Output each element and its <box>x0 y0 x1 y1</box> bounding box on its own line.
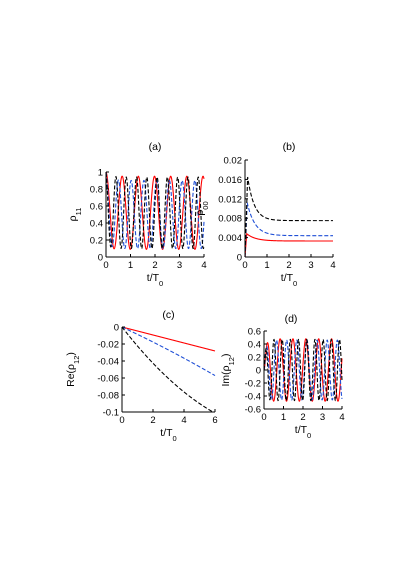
x-tick-label-c-3: 6 <box>212 415 217 426</box>
y-tick-label-a-0: 0 <box>98 253 103 264</box>
x-tick-label-c-0: 0 <box>119 415 124 426</box>
x-tick-label-a-3: 3 <box>177 260 182 271</box>
series-d-2 <box>263 338 343 402</box>
x-tick-label-d-4: 4 <box>339 412 344 423</box>
series-a-1 <box>105 172 205 250</box>
series-c-1 <box>121 326 216 377</box>
x-tick-label-c-2: 4 <box>181 415 186 426</box>
x-axis-label-c: t/T0 <box>160 427 176 443</box>
series-b-0 <box>244 232 333 258</box>
x-axis-label-a: t/T0 <box>147 272 163 288</box>
y-tick-label-d-2: -0.2 <box>245 379 261 390</box>
y-tick-label-b-0: 0 <box>237 253 242 264</box>
y-tick-label-d-1: -0.4 <box>245 392 261 403</box>
y-tick-label-d-6: 0.6 <box>248 327 261 338</box>
x-tick-label-c-1: 2 <box>150 415 155 426</box>
x-tick-label-d-2: 2 <box>300 412 305 423</box>
y-tick-label-c-1: -0.08 <box>97 391 119 402</box>
series-c-2 <box>121 326 215 413</box>
x-tick-label-a-0: 0 <box>103 260 108 271</box>
x-axis-label-d: t/T0 <box>295 424 311 440</box>
y-tick-label-d-3: 0 <box>256 366 261 377</box>
y-axis-label-a: ρ11 <box>67 208 83 222</box>
series-d-1 <box>263 339 343 401</box>
x-tick-label-b-0: 0 <box>242 260 247 271</box>
y-tick-label-a-5: 1 <box>98 168 103 179</box>
y-tick-label-b-4: 0.016 <box>218 175 242 186</box>
x-tick-label-b-1: 1 <box>264 260 269 271</box>
x-tick-label-b-4: 4 <box>330 260 335 271</box>
y-tick-label-b-3: 0.012 <box>218 194 242 205</box>
x-tick-label-a-2: 2 <box>152 260 157 271</box>
y-tick-label-c-5: 0 <box>114 323 119 334</box>
x-tick-label-a-4: 4 <box>201 260 206 271</box>
y-axis-label-c: Re(ρ12) <box>65 352 81 387</box>
y-tick-label-a-2: 0.4 <box>90 219 103 230</box>
y-axis-label-b: ρ00 <box>194 201 210 215</box>
y-tick-label-b-5: 0.02 <box>224 156 243 167</box>
y-tick-label-b-2: 0.008 <box>218 214 242 225</box>
x-tick-label-d-3: 3 <box>320 412 325 423</box>
series-b-2 <box>244 176 333 258</box>
y-tick-label-d-0: -0.6 <box>245 405 261 416</box>
y-tick-label-b-1: 0.004 <box>218 233 242 244</box>
y-tick-label-d-5: 0.4 <box>248 340 261 351</box>
x-axis-label-b: t/T0 <box>281 272 297 288</box>
series-a-2 <box>105 172 205 250</box>
y-tick-label-c-2: -0.06 <box>97 374 119 385</box>
x-tick-label-d-1: 1 <box>281 412 286 423</box>
y-tick-label-c-3: -0.04 <box>97 357 119 368</box>
series-c-0 <box>121 326 216 352</box>
y-tick-label-a-3: 0.6 <box>90 202 103 213</box>
panel-label-d: (d) <box>285 313 298 325</box>
x-tick-label-a-1: 1 <box>128 260 133 271</box>
panel-label-c: (c) <box>162 309 174 321</box>
x-tick-label-b-3: 3 <box>308 260 313 271</box>
y-tick-label-c-4: -0.02 <box>97 340 119 351</box>
panel-label-a: (a) <box>149 141 162 153</box>
y-axis-label-d: Im(ρ12) <box>220 354 236 387</box>
y-tick-label-a-4: 0.8 <box>90 185 103 196</box>
y-tick-label-a-1: 0.2 <box>90 236 103 247</box>
y-tick-label-d-4: 0.2 <box>248 353 261 364</box>
panel-label-b: (b) <box>283 141 296 153</box>
series-b-1 <box>244 202 333 258</box>
x-tick-label-b-2: 2 <box>286 260 291 271</box>
x-tick-label-d-0: 0 <box>261 412 266 423</box>
y-tick-label-c-0: -0.1 <box>103 408 119 419</box>
